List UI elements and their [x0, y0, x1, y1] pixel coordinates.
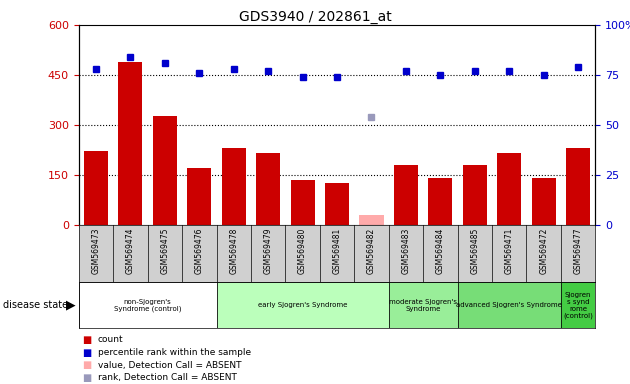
Text: ■: ■ — [82, 360, 91, 370]
Bar — [118, 61, 142, 225]
Text: percentile rank within the sample: percentile rank within the sample — [98, 348, 251, 357]
Text: GSM569482: GSM569482 — [367, 227, 376, 274]
Bar — [84, 151, 108, 225]
Text: GSM569472: GSM569472 — [539, 227, 548, 274]
Text: GSM569480: GSM569480 — [298, 227, 307, 274]
Bar — [561, 282, 595, 328]
Text: value, Detection Call = ABSENT: value, Detection Call = ABSENT — [98, 361, 241, 370]
Bar — [457, 282, 561, 328]
Bar — [217, 282, 389, 328]
Bar — [79, 282, 217, 328]
Bar — [389, 282, 457, 328]
Bar — [532, 178, 556, 225]
Text: GSM569477: GSM569477 — [574, 227, 583, 274]
Text: rank, Detection Call = ABSENT: rank, Detection Call = ABSENT — [98, 373, 236, 382]
Bar — [360, 215, 384, 225]
Text: GDS3940 / 202861_at: GDS3940 / 202861_at — [239, 10, 391, 23]
Text: count: count — [98, 335, 123, 344]
Text: GSM569481: GSM569481 — [333, 227, 341, 274]
Text: disease state: disease state — [3, 300, 68, 310]
Text: ■: ■ — [82, 373, 91, 383]
Bar — [256, 153, 280, 225]
Bar — [222, 148, 246, 225]
Bar — [325, 183, 349, 225]
Bar — [290, 180, 314, 225]
Bar — [497, 153, 521, 225]
Bar — [566, 148, 590, 225]
Bar — [394, 165, 418, 225]
Text: GSM569485: GSM569485 — [471, 227, 479, 274]
Text: GSM569478: GSM569478 — [229, 227, 238, 274]
Bar — [153, 116, 177, 225]
Text: GSM569484: GSM569484 — [436, 227, 445, 274]
Text: ■: ■ — [82, 348, 91, 358]
Text: GSM569475: GSM569475 — [161, 227, 169, 274]
Text: advanced Sjogren's Syndrome: advanced Sjogren's Syndrome — [456, 302, 562, 308]
Bar — [187, 168, 211, 225]
Bar — [428, 178, 452, 225]
Text: ▶: ▶ — [66, 299, 76, 312]
Bar — [463, 165, 487, 225]
Text: non-Sjogren's
Syndrome (control): non-Sjogren's Syndrome (control) — [114, 298, 181, 312]
Text: GSM569474: GSM569474 — [126, 227, 135, 274]
Text: Sjogren
s synd
rome
(control): Sjogren s synd rome (control) — [563, 291, 593, 319]
Text: GSM569473: GSM569473 — [91, 227, 100, 274]
Text: GSM569471: GSM569471 — [505, 227, 513, 274]
Text: ■: ■ — [82, 335, 91, 345]
Text: early Sjogren's Syndrome: early Sjogren's Syndrome — [258, 302, 347, 308]
Text: GSM569483: GSM569483 — [401, 227, 410, 274]
Text: moderate Sjogren's
Syndrome: moderate Sjogren's Syndrome — [389, 299, 457, 312]
Text: GSM569479: GSM569479 — [264, 227, 273, 274]
Text: GSM569476: GSM569476 — [195, 227, 203, 274]
